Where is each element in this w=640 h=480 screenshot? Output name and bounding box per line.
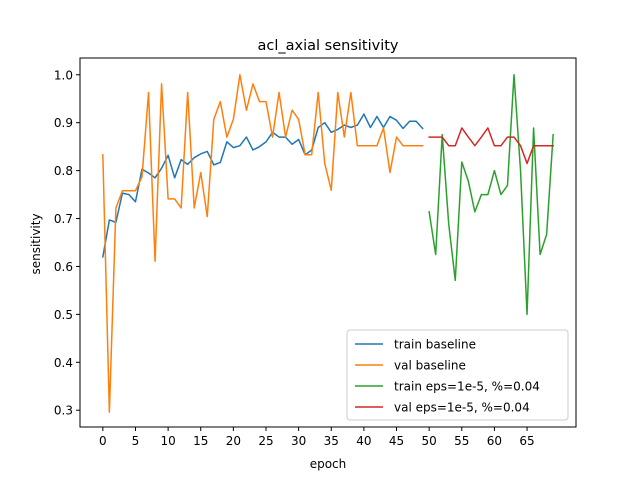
x-tick-label: 0	[99, 434, 107, 448]
x-tick-label: 35	[324, 434, 339, 448]
plot-lines	[101, 74, 554, 413]
x-tick-label: 5	[132, 434, 140, 448]
legend: train baseline val baseline train eps=1e-5…	[346, 329, 569, 421]
x-axis-label: epoch	[310, 457, 347, 471]
y-tick-label: 0.3	[54, 404, 73, 418]
x-axis: 0 5 10 15 20 25 30 35 40 45 50 55 60 65	[99, 427, 535, 448]
y-tick-label: 1.0	[54, 68, 73, 82]
y-axis-label: sensitivity	[29, 213, 43, 274]
plot-frame	[79, 57, 577, 428]
legend-label-2: val baseline	[394, 359, 466, 373]
y-axis: 0.3 0.4 0.5 0.6 0.7 0.8 0.9 1.0	[54, 68, 80, 418]
y-tick-label: 0.9	[54, 116, 73, 130]
x-tick-label: 65	[519, 434, 534, 448]
x-tick-label: 55	[454, 434, 469, 448]
x-tick-label: 20	[226, 434, 241, 448]
legend-label-3: train eps=1e-5, %=0.04	[394, 380, 540, 394]
series-line-1	[101, 113, 424, 258]
legend-label-4: val eps=1e-5, %=0.04	[394, 401, 530, 415]
chart-title: acl_axial sensitivity	[258, 38, 399, 54]
x-tick-label: 45	[389, 434, 404, 448]
x-tick-label: 60	[487, 434, 502, 448]
legend-box	[346, 329, 569, 421]
x-tick-label: 10	[160, 434, 175, 448]
x-tick-label: 30	[291, 434, 306, 448]
x-tick-label: 25	[258, 434, 273, 448]
x-tick-label: 40	[356, 434, 371, 448]
y-tick-label: 0.6	[54, 260, 73, 274]
series-line-2	[102, 74, 424, 413]
x-tick-label: 50	[422, 434, 437, 448]
y-tick-label: 0.4	[54, 356, 73, 370]
x-tick-label: 15	[193, 434, 208, 448]
y-tick-label: 0.5	[54, 308, 73, 322]
series-line-4	[428, 127, 554, 165]
series-line-3	[428, 74, 554, 316]
y-tick-label: 0.7	[54, 212, 73, 226]
y-tick-label: 0.8	[54, 164, 73, 178]
legend-label-1: train baseline	[394, 338, 476, 352]
